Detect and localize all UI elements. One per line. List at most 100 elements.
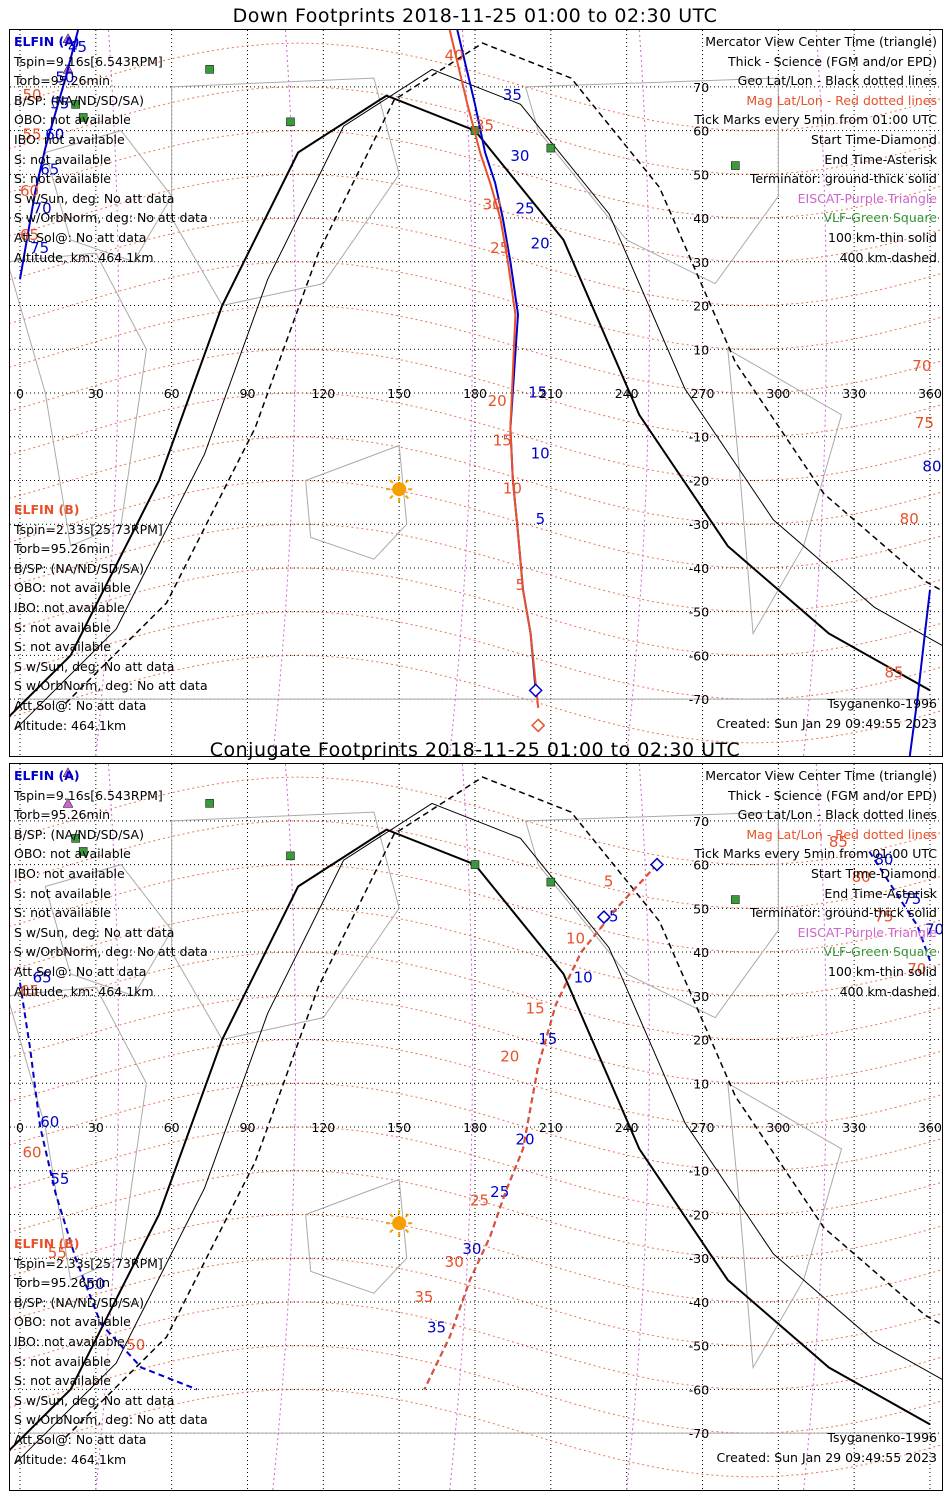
vlf-station-marker [71,834,80,843]
legend-item-11: 400 km-dashed [839,249,937,265]
lat-tick-label: -10 [689,1164,709,1179]
mag-parallel [10,523,942,613]
tick-label: 60 [40,1113,59,1131]
lon-tick-label: 360 [918,1120,942,1135]
lat-tick-label: -60 [689,648,709,663]
legend-item-2: Geo Lat/Lon - Black dotted lines [737,807,937,823]
mag-parallel [10,217,942,307]
legend-item-0: Mercator View Center Time (triangle) [705,768,937,783]
land-outline [171,811,400,1041]
land-outline [524,811,779,1019]
tick-label: 10 [503,480,522,498]
elfin-b-info-line-1: Torb=95.26min [14,1275,111,1291]
elfin-a-info-line-1: Torb=95.26min [14,73,111,89]
terminator-ground [10,94,931,718]
map-legend: Mercator View Center Time (triangle) Thic… [694,32,937,267]
elfin-b-info-line-10: Altitude: 464.1km [14,1451,127,1467]
elfin-a-info-line-5: S: not available [14,151,111,167]
lon-tick-label: 60 [164,1120,180,1135]
mag-parallel [10,820,942,909]
terminator-400km [64,776,942,1439]
legend-item-4: Tick Marks every 5min from 01:00 UTC [694,112,937,128]
tick-label: 30 [445,1253,464,1271]
tick-label: 75 [902,890,921,908]
lat-tick-label: -60 [689,1382,709,1397]
mag-parallel [10,1345,942,1434]
legend-item-8: EISCAT-Purple Triangle [797,190,937,206]
land-outline [44,864,173,997]
elfin-b-info-line-2: B/SP: (NA/ND/SD/SA) [14,1294,144,1310]
elfin-a-info-line-1: Torb=95.26min [14,807,111,823]
tick-label: 25 [470,1192,489,1210]
mag-parallel [10,1301,942,1390]
elfin-a-info-line-8: S w/OrbNorm, deg: No att data [14,944,208,960]
legend-item-9: VLF-Green Square [823,210,937,226]
elfin-a-info-line-2: B/SP: (NA/ND/SD/SA) [14,826,144,842]
land-outline [10,986,147,1281]
lon-tick-label: 0 [16,386,24,401]
elfin-a-info-line-3: OBO: not available [14,112,131,128]
elfin-a-info-line-7: S w/Sun, deg: No att data [14,924,175,940]
elfin-a-info-line-8: S w/OrbNorm, deg: No att data [14,210,208,226]
legend-item-0: Mercator View Center Time (triangle) [705,34,937,49]
tick-label: 15 [538,1030,557,1048]
eiscat-station-marker [62,767,74,777]
sun-ray [404,494,410,500]
vlf-station-marker [286,851,295,861]
tick-label: 65 [20,982,39,1000]
lon-tick-label: 30 [88,1120,104,1135]
footprint-track [423,863,658,1390]
lat-tick-label: -50 [689,1339,709,1354]
sun-ray [389,494,394,500]
lat-tick-label: -30 [689,1251,709,1266]
mag-parallel [10,567,942,656]
lon-tick-label: 150 [387,386,411,401]
legend-item-5: Start Time-Diamond [810,865,937,881]
panel-title-down: Down Footprints 2018-11-25 01:00 to 02:3… [232,5,718,27]
lat-tick-label: 40 [693,211,709,226]
terminator-400km [64,42,942,705]
mag-parallel [10,995,942,1084]
lon-tick-label: 240 [615,1120,639,1135]
tick-label: 80 [922,458,941,476]
tick-label: 20 [531,235,550,253]
lat-tick-label: 50 [693,167,709,182]
elfin-a-info-line-7: S w/Sun, deg: No att data [14,190,175,206]
tick-label: 65 [40,160,59,178]
elfin-b-info: ELFIN (B) Tspin=2.33s[25.73RPM] Torb=95.2… [14,1234,208,1469]
tick-label: 80 [852,868,871,886]
footprint-track [448,30,540,709]
lon-tick-label: 180 [463,1120,487,1135]
elfin-b-info-line-10: Altitude: 464.1km [14,717,127,733]
lon-tick-label: 300 [766,386,790,401]
mag-parallel [10,1388,942,1478]
mag-parallel [10,951,942,1041]
legend-item-3: Mag Lat/Lon - Red dotted lines [746,92,937,108]
elfin-a-info-line-0: Tspin=9.16s[6.543RPM] [14,787,163,803]
tick-label: 60 [23,1144,42,1162]
lat-tick-label: 20 [693,1033,709,1048]
lon-tick-label: 330 [842,1120,866,1135]
lat-tick-label: 10 [693,342,709,357]
tick-label: 5 [536,510,546,528]
tick-label: 10 [531,445,550,463]
panel-title-conjugate: Conjugate Footprints 2018-11-25 01:00 to… [209,739,741,761]
lon-tick-label: 210 [539,386,563,401]
lat-tick-label: -70 [689,692,709,707]
elfin-a-info: ELFIN (A) Tspin=9.16s[6.543RPM] Torb=95.2… [14,766,208,1001]
elfin-a-label: ELFIN (A) [14,768,80,783]
lon-tick-label: 360 [918,386,942,401]
legend-item-3: Mag Lat/Lon - Red dotted lines [746,826,937,842]
lat-tick-label: -30 [689,517,709,532]
vlf-station-marker [731,161,740,170]
vlf-station-marker [546,143,556,153]
lat-tick-label: -40 [689,1295,709,1310]
tick-label: 30 [483,195,502,213]
mag-parallel [10,436,942,525]
tick-label: 50 [86,1275,105,1293]
lon-tick-label: 180 [463,386,487,401]
elfin-a-info-line-3: OBO: not available [14,846,131,862]
mag-parallel [10,173,942,263]
lat-tick-label: 60 [693,858,709,873]
mag-parallel [10,1126,942,1216]
